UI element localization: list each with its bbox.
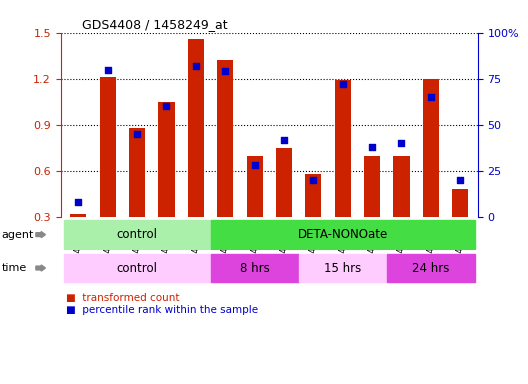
Text: 24 hrs: 24 hrs	[412, 262, 449, 275]
Point	[309, 177, 317, 183]
Bar	[299, 254, 387, 282]
Bar	[217, 60, 233, 217]
Bar	[305, 174, 322, 217]
Point	[397, 140, 406, 146]
Point	[456, 177, 465, 183]
Text: ■  percentile rank within the sample: ■ percentile rank within the sample	[66, 305, 258, 314]
Point	[427, 94, 435, 100]
Point	[103, 66, 112, 73]
Point	[221, 68, 230, 74]
Bar	[188, 39, 204, 217]
Point	[250, 162, 259, 169]
Point	[133, 131, 142, 137]
Bar	[64, 220, 211, 249]
Point	[162, 103, 171, 109]
Bar	[211, 220, 475, 249]
Bar	[335, 80, 351, 217]
Text: agent: agent	[2, 230, 34, 240]
Point	[338, 81, 347, 87]
Bar	[100, 77, 116, 217]
Point	[368, 144, 376, 150]
Bar	[211, 254, 299, 282]
Text: DETA-NONOate: DETA-NONOate	[298, 228, 388, 241]
Point	[192, 63, 200, 69]
Bar	[452, 189, 468, 217]
Text: control: control	[117, 262, 157, 275]
Text: time: time	[2, 263, 27, 273]
Text: 15 hrs: 15 hrs	[324, 262, 361, 275]
Bar	[158, 102, 175, 217]
Bar	[393, 156, 410, 217]
Bar	[423, 79, 439, 217]
Point	[280, 136, 288, 142]
Bar	[129, 128, 145, 217]
Bar	[70, 214, 87, 217]
Point	[74, 199, 82, 205]
Text: control: control	[117, 228, 157, 241]
Bar	[276, 148, 292, 217]
Text: 8 hrs: 8 hrs	[240, 262, 269, 275]
Bar	[64, 254, 211, 282]
Text: ■  transformed count: ■ transformed count	[66, 293, 180, 303]
Bar	[387, 254, 475, 282]
Text: GDS4408 / 1458249_at: GDS4408 / 1458249_at	[82, 18, 227, 31]
Bar	[247, 156, 262, 217]
Bar	[364, 156, 380, 217]
